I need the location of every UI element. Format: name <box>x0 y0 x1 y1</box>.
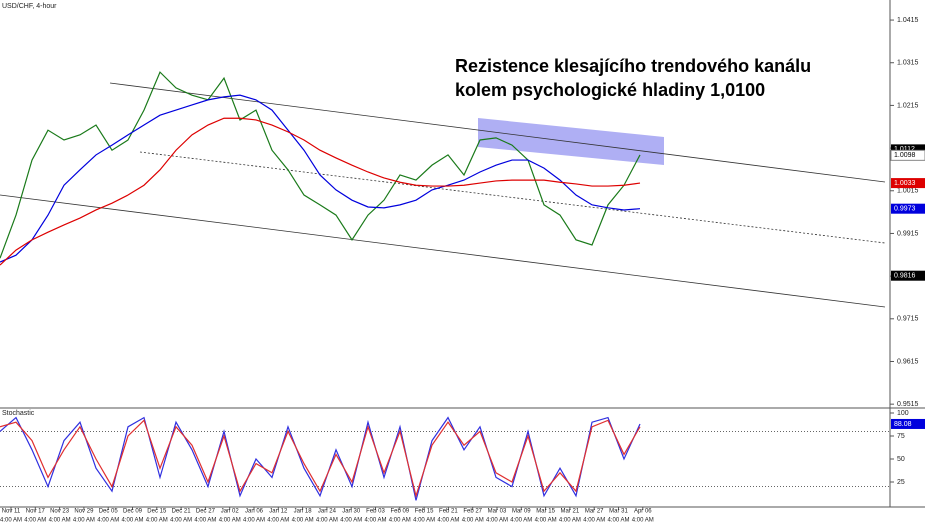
annotation: kolem psychologické hladiny 1,0100 <box>455 80 765 100</box>
annotation: Rezistence klesajícího trendového kanálu <box>455 56 811 76</box>
x-tick-time: 4:00 AM <box>559 518 581 524</box>
x-tick-label: Dec 09 <box>123 509 143 515</box>
x-tick-time: 4:00 AM <box>510 518 532 524</box>
y-tick-label: 75 <box>897 433 905 440</box>
channel-middle <box>139 151 886 244</box>
series-line <box>0 71 641 259</box>
x-tick-time: 4:00 AM <box>535 518 557 524</box>
x-tick-time: 4:00 AM <box>607 518 629 524</box>
x-tick-label: Feb 15 <box>415 509 434 515</box>
x-tick-label: Feb 03 <box>366 509 385 515</box>
x-tick-label: Mar 15 <box>536 509 555 515</box>
x-tick-time: 4:00 AM <box>364 518 386 524</box>
price-label-box <box>891 178 925 189</box>
x-tick-time: 4:00 AM <box>0 518 22 524</box>
x-tick-time: 4:00 AM <box>97 518 119 524</box>
y-tick-label: 100 <box>897 410 909 417</box>
x-tick-time: 4:00 AM <box>243 518 265 524</box>
series-line <box>0 94 641 263</box>
x-tick-time: 4:00 AM <box>219 518 241 524</box>
price-label-box <box>891 144 925 155</box>
x-tick-time: 4:00 AM <box>49 518 71 524</box>
y-tick-label: 0.9615 <box>897 358 919 365</box>
x-tick-label: Feb 21 <box>439 509 458 515</box>
x-tick-label: Mar 27 <box>585 509 604 515</box>
x-tick-label: Mar 21 <box>561 509 580 515</box>
x-tick-label: Mar 03 <box>488 509 507 515</box>
x-tick-time: 4:00 AM <box>146 518 168 524</box>
chart-title: USD/CHF, 4-hour <box>2 3 57 10</box>
channel-upper <box>109 82 886 183</box>
price-label: 1.0033 <box>894 180 916 187</box>
x-tick-label: Nov 29 <box>74 509 94 515</box>
series-line <box>0 419 641 499</box>
x-tick-label: Dec 21 <box>172 509 192 515</box>
x-tick-label: Nov 17 <box>26 509 46 515</box>
price-label-box <box>891 203 925 214</box>
series-line <box>0 117 641 266</box>
x-tick-time: 4:00 AM <box>24 518 46 524</box>
y-tick-label: 50 <box>897 456 905 463</box>
x-tick-label: Mar 31 <box>609 509 628 515</box>
x-tick-label: Jan 24 <box>318 509 337 515</box>
x-tick-time: 4:00 AM <box>632 518 654 524</box>
x-tick-time: 4:00 AM <box>583 518 605 524</box>
price-label: 0.9973 <box>894 206 916 213</box>
x-tick-label: Dec 27 <box>196 509 216 515</box>
x-tick-label: Feb 27 <box>463 509 482 515</box>
x-tick-time: 4:00 AM <box>194 518 216 524</box>
x-tick-time: 4:00 AM <box>316 518 338 524</box>
x-tick-time: 4:00 AM <box>437 518 459 524</box>
price-label-box <box>891 418 925 429</box>
x-tick-time: 4:00 AM <box>73 518 95 524</box>
y-tick-label: 25 <box>897 479 905 486</box>
x-tick-time: 4:00 AM <box>413 518 435 524</box>
price-label: 1.0112 <box>894 146 915 153</box>
y-tick-label: 1.0215 <box>897 102 919 109</box>
x-tick-time: 4:00 AM <box>267 518 289 524</box>
y-tick-label: 1.0015 <box>897 188 919 195</box>
indicator-title: Stochastic <box>2 410 35 417</box>
price-label: 1.0098 <box>894 152 916 159</box>
x-tick-time: 4:00 AM <box>462 518 484 524</box>
x-tick-label: Jan 18 <box>294 509 313 515</box>
x-tick-label: Jan 12 <box>269 509 288 515</box>
y-tick-label: 0.9515 <box>897 401 919 408</box>
x-tick-label: Nov 23 <box>50 509 70 515</box>
x-tick-label: Feb 09 <box>390 509 409 515</box>
x-tick-time: 4:00 AM <box>389 518 411 524</box>
x-tick-time: 4:00 AM <box>292 518 314 524</box>
price-label-box <box>891 270 925 281</box>
y-tick-label: 1.0415 <box>897 17 919 24</box>
x-tick-label: Dec 05 <box>99 509 119 515</box>
y-tick-label: 1.0315 <box>897 60 919 67</box>
x-tick-label: Jan 30 <box>342 509 361 515</box>
x-tick-label: Nov 11 <box>2 509 21 515</box>
x-tick-label: Mar 09 <box>512 509 531 515</box>
y-tick-label: 0.9715 <box>897 316 919 323</box>
price-label-box <box>890 149 925 161</box>
x-tick-time: 4:00 AM <box>486 518 508 524</box>
x-tick-label: Apr 06 <box>634 509 652 515</box>
price-label: 0.9816 <box>894 273 916 280</box>
x-tick-label: Jan 02 <box>221 509 240 515</box>
x-tick-time: 4:00 AM <box>121 518 143 524</box>
x-tick-time: 4:00 AM <box>340 518 362 524</box>
channel-lower <box>0 194 886 308</box>
x-tick-time: 4:00 AM <box>170 518 192 524</box>
x-tick-label: Jan 06 <box>245 509 264 515</box>
price-label: 88.08 <box>894 421 912 428</box>
x-tick-label: Dec 15 <box>147 509 167 515</box>
y-tick-label: 0.9915 <box>897 230 919 237</box>
